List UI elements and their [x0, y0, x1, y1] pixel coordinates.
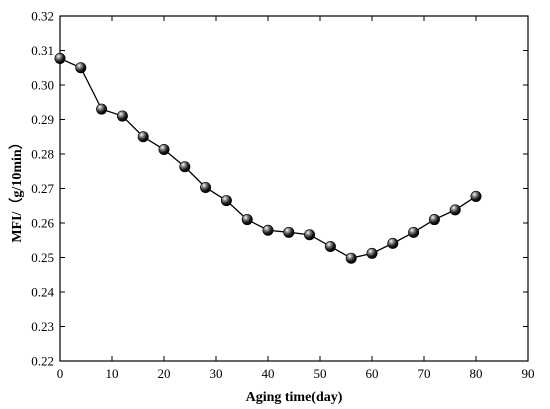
x-tick-label: 10	[106, 366, 119, 381]
x-tick-label: 60	[366, 366, 379, 381]
data-point	[262, 224, 274, 236]
data-point	[449, 204, 461, 216]
data-point	[75, 62, 87, 74]
y-tick-label: 0.32	[31, 9, 54, 24]
data-point	[200, 181, 212, 193]
y-tick-label: 0.27	[31, 181, 54, 196]
data-point	[158, 144, 170, 156]
y-tick-label: 0.23	[31, 319, 54, 334]
data-point	[408, 226, 420, 238]
y-tick-label: 0.30	[31, 78, 54, 93]
y-tick-label: 0.22	[31, 354, 54, 369]
data-point	[366, 247, 378, 259]
data-point	[324, 240, 336, 252]
data-point	[241, 214, 253, 226]
y-tick-label: 0.31	[31, 43, 54, 58]
x-tick-label: 30	[210, 366, 223, 381]
data-point	[345, 252, 357, 264]
y-tick-label: 0.24	[31, 285, 54, 300]
data-point	[428, 214, 440, 226]
y-tick-label: 0.29	[31, 112, 54, 127]
data-point	[220, 195, 232, 207]
data-point	[470, 190, 482, 202]
data-point	[179, 161, 191, 173]
y-axis-ticks: 0.22 0.23 0.24 0.25 0.26 0.27 0.28 0.29 0.30 0.31…	[31, 9, 528, 369]
x-axis-label: Aging time(day)	[246, 390, 343, 405]
x-tick-label: 80	[470, 366, 483, 381]
x-tick-label: 50	[314, 366, 327, 381]
data-point	[137, 131, 149, 143]
x-tick-label: 20	[158, 366, 171, 381]
plot-frame	[59, 15, 529, 362]
data-point	[54, 52, 66, 64]
data-point	[116, 110, 128, 122]
data-point	[304, 229, 316, 241]
data-point	[387, 237, 399, 249]
data-point	[96, 103, 108, 115]
y-tick-label: 0.25	[31, 250, 54, 265]
y-axis-label: MFI/（g/10min）	[9, 135, 25, 242]
y-tick-label: 0.26	[31, 216, 54, 231]
y-tick-label: 0.28	[31, 147, 54, 162]
series-points	[54, 52, 482, 264]
x-tick-label: 40	[262, 366, 275, 381]
x-axis-ticks: 0 10 20 30 40 50 60 70 80 90	[57, 16, 535, 381]
data-point	[283, 226, 295, 238]
x-tick-label: 70	[418, 366, 431, 381]
x-tick-label: 0	[57, 366, 64, 381]
x-tick-label: 90	[522, 366, 535, 381]
